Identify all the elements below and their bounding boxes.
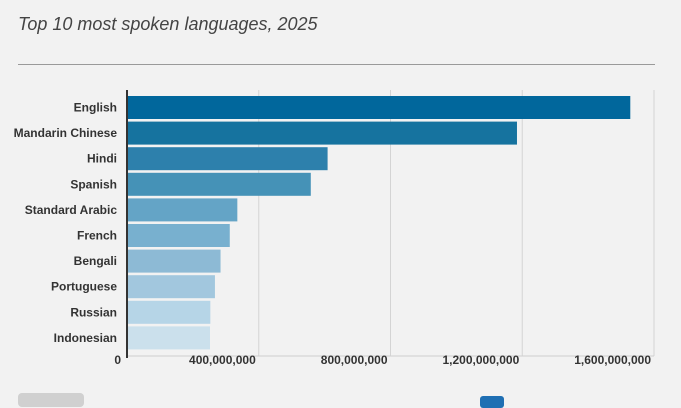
bar — [127, 198, 238, 222]
category-label: Indonesian — [54, 331, 117, 345]
bar — [127, 275, 215, 299]
bar — [127, 326, 211, 350]
footer-button[interactable] — [18, 393, 84, 407]
category-label: Standard Arabic — [25, 203, 118, 217]
category-label: Russian — [70, 305, 117, 319]
category-label: Hindi — [87, 152, 117, 166]
bar — [127, 147, 328, 171]
bar — [127, 172, 311, 196]
footer-toggle[interactable] — [480, 396, 504, 408]
bar — [127, 300, 211, 324]
bar — [127, 249, 221, 273]
category-label: Spanish — [70, 177, 117, 191]
category-label: English — [74, 101, 117, 115]
category-label: Bengali — [74, 254, 117, 268]
x-tick-label: 800,000,000 — [321, 353, 388, 367]
bar-chart: English Mandarin Chinese Hindi Spanish Stand… — [14, 90, 655, 367]
category-label: French — [77, 229, 117, 243]
x-tick-label: 1,200,000,000 — [443, 353, 520, 367]
x-tick-label: 400,000,000 — [189, 353, 256, 367]
bar — [127, 224, 230, 247]
bar — [127, 96, 631, 119]
title-divider — [18, 64, 655, 65]
chart-title: Top 10 most spoken languages, 2025 — [18, 14, 318, 34]
x-tick-label: 1,600,000,000 — [574, 353, 651, 367]
bar — [127, 121, 517, 145]
category-label: Mandarin Chinese — [14, 126, 118, 140]
x-tick-label: 0 — [114, 353, 121, 367]
category-label: Portuguese — [51, 280, 117, 294]
